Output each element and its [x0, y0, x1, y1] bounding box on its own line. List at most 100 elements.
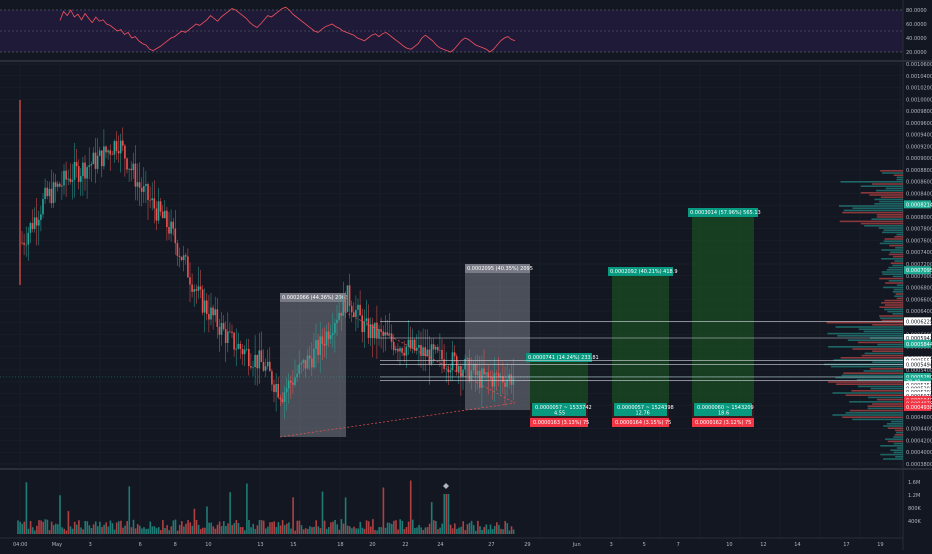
price-tick-label: 0.0004400: [906, 427, 932, 433]
candle-body: [313, 348, 315, 368]
trend-lines[interactable]: [279, 311, 516, 438]
volume-bar: [170, 526, 173, 534]
candle-body: [348, 285, 351, 306]
candle-body: [512, 377, 515, 385]
volume-profile-bar: [895, 247, 903, 249]
candle-body: [262, 361, 265, 371]
price-tick-label: 0.0007400: [906, 250, 932, 256]
candle-body: [447, 368, 450, 373]
candle-body: [260, 350, 263, 362]
candle-body: [233, 332, 235, 350]
volume-bar: [424, 527, 427, 534]
candle-body: [384, 332, 387, 336]
volume-profile-bar: [891, 420, 903, 423]
projection-box[interactable]: [280, 302, 346, 437]
volume-profile-bar: [883, 240, 903, 242]
entry-label-2: 18.6: [718, 411, 729, 417]
volume-profile-bar: [852, 348, 903, 350]
volume-profile-bar: [896, 284, 903, 286]
candle-body: [458, 366, 460, 372]
position-tools[interactable]: 0.0002066 (44.36%) 2066 0.0002095 (40.35%…: [280, 208, 761, 437]
rsi-level-label: 20.0000: [906, 50, 927, 56]
candle-body: [216, 309, 219, 327]
long-target-zone[interactable]: [692, 213, 754, 403]
candle-body: [50, 188, 53, 204]
volume-bar: [90, 527, 93, 534]
horizontal-levels[interactable]: [0, 321, 903, 381]
volume-profile-bar: [881, 271, 903, 273]
candle-body: [420, 345, 422, 356]
rsi-band: [0, 10, 903, 52]
volume-bar: [307, 528, 309, 534]
volume-bar: [430, 502, 433, 534]
volume-profile-bar: [858, 328, 903, 330]
price-axis[interactable]: 0.0010600 0.0010400 0.0010200 0.0010000 0.00…: [904, 62, 932, 468]
price-badge: [904, 266, 931, 275]
price-tick-label: 0.0010400: [906, 74, 932, 80]
event-marker-icon[interactable]: [443, 483, 449, 489]
volume-bar: [176, 530, 179, 534]
long-target-zone[interactable]: [612, 272, 669, 403]
rsi-level-label: 80.0000: [906, 8, 927, 14]
volume-bar: [445, 494, 448, 534]
volume-bar: [294, 530, 296, 534]
candle-body: [371, 324, 374, 339]
volume-bar: [252, 523, 254, 534]
volume-profile-bar: [888, 266, 903, 269]
candle-body: [434, 346, 437, 350]
candle-body: [422, 347, 424, 356]
volume-bar: [162, 520, 164, 534]
volume-bar: [317, 526, 320, 534]
time-tick-label: 3: [610, 542, 613, 548]
volume-profile-bar: [879, 277, 903, 280]
entry-label-bg: [694, 403, 752, 416]
trend-support-line[interactable]: [279, 402, 516, 438]
candle-body: [308, 355, 311, 359]
candle-body: [166, 210, 168, 228]
candle-body: [403, 352, 405, 356]
candle-body: [206, 300, 208, 314]
entry-label-bg: [614, 403, 667, 416]
volume-profile-bar: [870, 368, 903, 370]
volume-profile-bar: [864, 352, 903, 355]
volume-bar: [223, 521, 225, 534]
volume-profile-bar: [852, 418, 903, 421]
volume-bar: [403, 529, 406, 534]
volume-profile-bar: [872, 183, 903, 185]
volume-profile-bar: [876, 398, 903, 401]
candle-body: [38, 219, 40, 226]
volume-bar: [88, 525, 91, 534]
candle-body: [23, 242, 25, 245]
candle-body: [487, 372, 489, 377]
volume-profile-bar: [872, 350, 903, 352]
volume-bar: [405, 527, 408, 534]
candle-body: [409, 339, 412, 349]
candle-body: [460, 366, 462, 377]
candle-body: [426, 349, 429, 357]
time-axis[interactable]: 04:00 May 3 6 8 10 13 15 18 20 22 24 27 29 Jun 3 5 7 10 12 1…: [13, 542, 884, 548]
volume-bar: [288, 522, 290, 534]
price-badge-label: 0.0005942: [906, 336, 932, 342]
volume-bar: [118, 521, 120, 534]
time-tick-label: 18: [337, 542, 343, 548]
candle-body: [199, 286, 202, 290]
candle-body: [115, 141, 118, 152]
projection-box[interactable]: [465, 273, 530, 410]
price-badge-label: 0.0008214: [906, 202, 932, 208]
volume-bar: [443, 494, 446, 534]
candle-body: [61, 185, 63, 187]
volume-bar: [302, 529, 305, 534]
volume-bar: [328, 527, 330, 534]
volume-bar: [483, 527, 485, 534]
candle-body: [75, 162, 78, 167]
candle-body: [411, 339, 414, 349]
volume-profile-bar: [864, 225, 903, 227]
trend-resistance-line[interactable]: [344, 311, 516, 404]
candle-body: [140, 187, 143, 192]
rsi-pane[interactable]: 80.0000 60.0000 40.0000 20.0000: [0, 6, 927, 56]
volume-profile-bar: [884, 299, 903, 302]
volume-bar: [69, 526, 72, 534]
volume-profile-bar: [885, 282, 903, 284]
